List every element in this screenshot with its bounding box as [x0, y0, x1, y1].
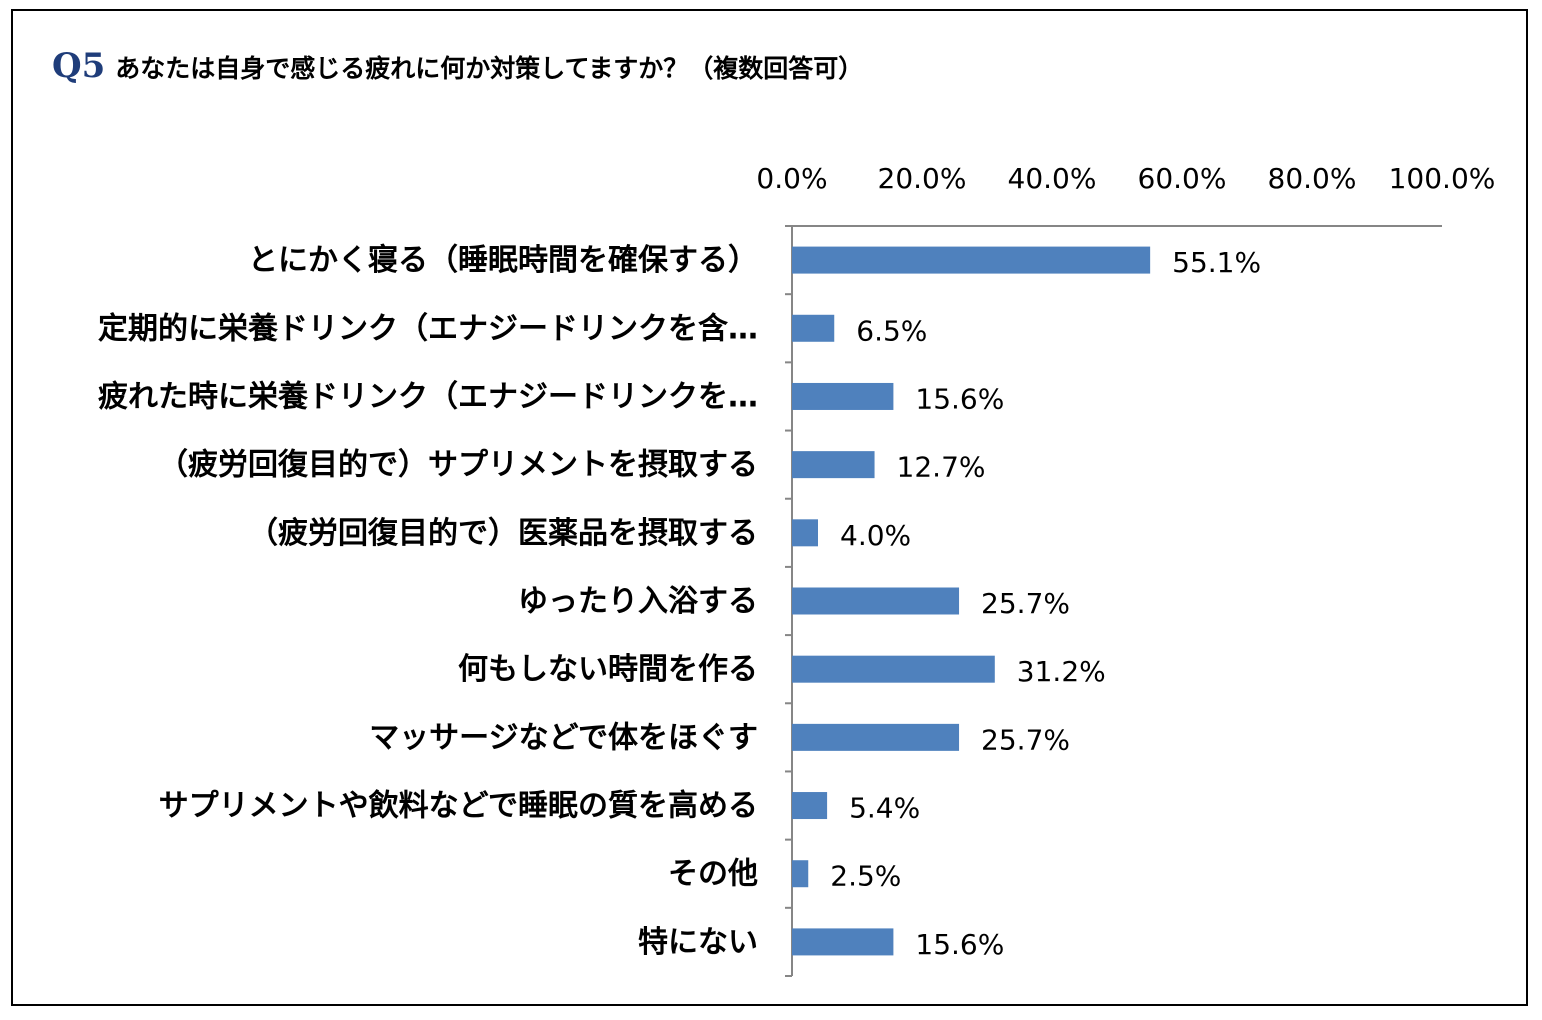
category-label: 何もしない時間を作る: [458, 652, 758, 687]
chart-title: Q5 あなたは自身で感じる疲れに何か対策してますか？（複数回答可）: [52, 46, 863, 86]
category-label: （疲労回復目的で）サプリメントを摂取する: [158, 448, 758, 483]
chart-frame: [11, 9, 1528, 1006]
question-text: あなたは自身で感じる疲れに何か対策してますか？（複数回答可）: [115, 54, 864, 83]
data-label: 25.7%: [981, 723, 1070, 756]
data-label: 25.7%: [981, 587, 1070, 620]
data-label: 15.6%: [915, 928, 1004, 961]
bar: [792, 655, 995, 683]
data-label: 2.5%: [830, 860, 901, 893]
category-label: 疲れた時に栄養ドリンク（エナジードリンクを…: [98, 379, 758, 414]
bar: [792, 792, 828, 820]
category-label: その他: [668, 857, 758, 892]
category-label: ゆったり入浴する: [518, 584, 758, 619]
category-label: サプリメントや飲料などで睡眠の質を高める: [159, 789, 758, 824]
category-label: （疲労回復目的で）医薬品を摂取する: [248, 516, 758, 551]
category-label: 特にない: [638, 925, 758, 960]
data-label: 55.1%: [1172, 246, 1261, 279]
x-tick-label: 80.0%: [1268, 162, 1357, 195]
x-tick-label: 20.0%: [878, 162, 967, 195]
data-label: 5.4%: [849, 792, 920, 825]
data-label: 6.5%: [856, 314, 927, 347]
bar: [792, 314, 835, 342]
x-tick-label: 60.0%: [1138, 162, 1227, 195]
bar: [792, 587, 960, 615]
category-label: とにかく寝る（睡眠時間を確保する）: [248, 243, 758, 278]
bar: [792, 860, 809, 888]
bar: [792, 519, 818, 547]
bar: [792, 928, 894, 956]
data-label: 4.0%: [840, 519, 911, 552]
category-label: マッサージなどで体をほぐす: [369, 720, 758, 755]
bar: [792, 382, 894, 410]
bar: [792, 451, 875, 479]
question-number: Q5: [52, 46, 106, 86]
data-label: 12.7%: [897, 451, 986, 484]
x-tick-label: 40.0%: [1008, 162, 1097, 195]
bar: [792, 723, 960, 751]
x-tick-label: 0.0%: [756, 162, 827, 195]
category-label: 定期的に栄養ドリンク（エナジードリンクを含…: [98, 311, 758, 346]
bar: [792, 246, 1151, 274]
data-label: 31.2%: [1017, 655, 1106, 688]
data-label: 15.6%: [915, 382, 1004, 415]
x-tick-label: 100.0%: [1389, 162, 1496, 195]
